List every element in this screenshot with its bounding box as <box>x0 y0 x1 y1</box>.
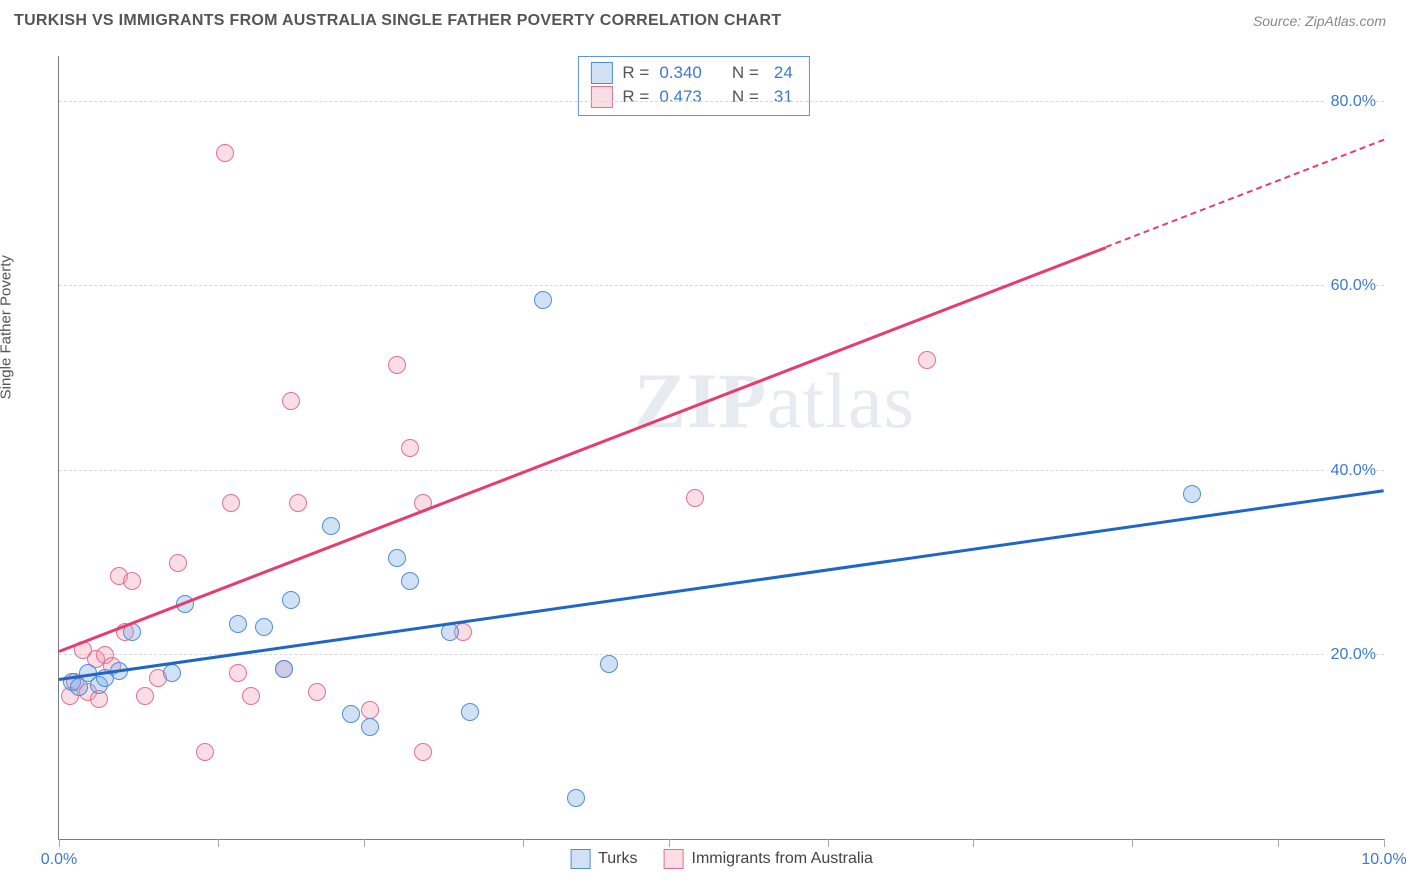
x-tick <box>669 839 670 847</box>
watermark-zip: ZIP <box>634 357 767 444</box>
legend-row: R = 0.340 N = 24 <box>590 61 792 85</box>
data-point <box>361 701 379 719</box>
gridline <box>59 470 1384 471</box>
data-point <box>275 660 293 678</box>
data-point <box>600 655 618 673</box>
data-point <box>282 591 300 609</box>
data-point <box>196 743 214 761</box>
data-point <box>282 392 300 410</box>
chart-header: TURKISH VS IMMIGRANTS FROM AUSTRALIA SIN… <box>0 0 1406 38</box>
r-label: R = <box>622 87 649 107</box>
x-tick <box>973 839 974 847</box>
data-point <box>222 494 240 512</box>
n-value: 31 <box>769 87 793 107</box>
swatch-immigrants-icon <box>664 849 684 869</box>
data-point <box>229 664 247 682</box>
x-tick <box>1132 839 1133 847</box>
data-point <box>216 144 234 162</box>
data-point <box>567 789 585 807</box>
x-tick-label: 0.0% <box>41 851 77 869</box>
data-point <box>322 517 340 535</box>
x-tick <box>828 839 829 847</box>
data-point <box>401 439 419 457</box>
data-point <box>461 703 479 721</box>
watermark: ZIPatlas <box>634 356 915 446</box>
data-point <box>1183 485 1201 503</box>
data-point <box>342 705 360 723</box>
swatch-turks-icon <box>570 849 590 869</box>
plot-region: ZIPatlas R =0.340N =24R =0.473N =31 Turk… <box>58 56 1384 840</box>
legend-item-immigrants: Immigrants from Australia <box>664 849 873 869</box>
data-point <box>169 554 187 572</box>
data-point <box>686 489 704 507</box>
trend-line <box>1105 139 1384 248</box>
data-point <box>163 664 181 682</box>
data-point <box>414 743 432 761</box>
data-point <box>534 291 552 309</box>
data-point <box>123 572 141 590</box>
data-point <box>918 351 936 369</box>
y-axis-label: Single Father Poverty <box>0 255 15 399</box>
n-label: N = <box>732 87 759 107</box>
data-point <box>255 618 273 636</box>
gridline <box>59 101 1384 102</box>
n-label: N = <box>732 63 759 83</box>
trend-line <box>59 489 1384 681</box>
chart-title: TURKISH VS IMMIGRANTS FROM AUSTRALIA SIN… <box>14 12 781 30</box>
r-label: R = <box>622 63 649 83</box>
x-tick-label: 10.0% <box>1361 851 1406 869</box>
r-value: 0.473 <box>659 87 702 107</box>
gridline <box>59 285 1384 286</box>
data-point <box>388 356 406 374</box>
y-tick-label: 60.0% <box>1325 277 1376 295</box>
x-tick <box>59 839 60 847</box>
data-point <box>308 683 326 701</box>
x-tick <box>1384 839 1385 847</box>
data-point <box>401 572 419 590</box>
y-tick-label: 20.0% <box>1325 646 1376 664</box>
legend-label-immigrants: Immigrants from Australia <box>692 850 873 868</box>
data-point <box>136 687 154 705</box>
swatch-icon <box>590 62 612 84</box>
correlation-legend: R = 0.340 N = 24 R = 0.473 N = 31 <box>577 56 809 116</box>
swatch-icon <box>590 86 612 108</box>
gridline <box>59 654 1384 655</box>
data-point <box>388 549 406 567</box>
legend-row: R = 0.473 N = 31 <box>590 85 792 109</box>
y-tick-label: 80.0% <box>1325 93 1376 111</box>
x-tick <box>364 839 365 847</box>
data-point <box>242 687 260 705</box>
data-point <box>361 718 379 736</box>
series-legend: Turks Immigrants from Australia <box>570 849 873 869</box>
x-tick <box>218 839 219 847</box>
legend-label-turks: Turks <box>598 850 637 868</box>
trend-line <box>58 246 1106 653</box>
y-tick-label: 40.0% <box>1325 462 1376 480</box>
x-tick <box>523 839 524 847</box>
source-attribution: Source: ZipAtlas.com <box>1253 13 1386 29</box>
r-value: 0.340 <box>659 63 702 83</box>
legend-item-turks: Turks <box>570 849 637 869</box>
x-tick <box>1278 839 1279 847</box>
data-point <box>289 494 307 512</box>
n-value: 24 <box>769 63 793 83</box>
data-point <box>229 615 247 633</box>
chart-area: Single Father Poverty ZIPatlas R =0.340N… <box>14 46 1392 880</box>
